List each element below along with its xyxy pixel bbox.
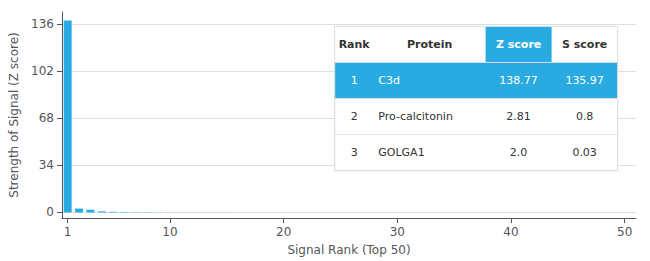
svg-text:20: 20: [276, 225, 291, 239]
svg-text:10: 10: [162, 225, 177, 239]
svg-text:2.0: 2.0: [510, 146, 528, 159]
svg-text:135.97: 135.97: [565, 74, 604, 87]
svg-text:3: 3: [351, 146, 358, 159]
svg-text:50: 50: [617, 225, 632, 239]
svg-text:Signal Rank (Top 50): Signal Rank (Top 50): [287, 243, 410, 257]
svg-text:Rank: Rank: [339, 38, 371, 51]
svg-text:2: 2: [351, 110, 358, 123]
svg-text:GOLGA1: GOLGA1: [378, 146, 424, 159]
svg-text:0: 0: [46, 205, 54, 219]
svg-text:138.77: 138.77: [499, 74, 538, 87]
svg-text:Pro-calcitonin: Pro-calcitonin: [378, 110, 453, 123]
svg-text:Strength of Signal (Z score): Strength of Signal (Z score): [7, 32, 21, 197]
svg-text:0.8: 0.8: [576, 110, 594, 123]
svg-text:102: 102: [31, 64, 54, 78]
svg-text:0.03: 0.03: [572, 146, 597, 159]
svg-text:34: 34: [39, 158, 54, 172]
svg-text:136: 136: [31, 17, 54, 31]
svg-text:68: 68: [39, 111, 54, 125]
svg-text:C3d: C3d: [378, 74, 400, 87]
svg-text:40: 40: [503, 225, 518, 239]
svg-text:30: 30: [390, 225, 405, 239]
svg-text:Z score: Z score: [496, 38, 541, 51]
svg-text:Protein: Protein: [407, 38, 452, 51]
svg-text:1: 1: [351, 74, 358, 87]
svg-text:1: 1: [64, 225, 72, 239]
svg-text:2.81: 2.81: [506, 110, 531, 123]
svg-text:S score: S score: [562, 38, 607, 51]
